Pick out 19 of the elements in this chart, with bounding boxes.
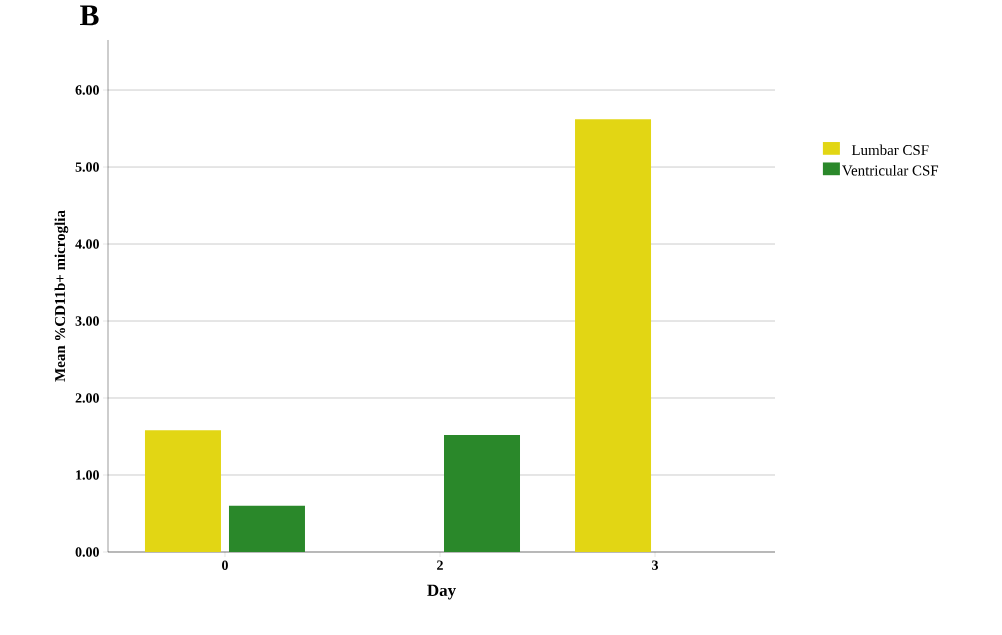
x-tick-label: 3	[652, 560, 659, 570]
y-tick-label: 4.00	[75, 239, 99, 249]
y-tick-label: 3.00	[75, 316, 99, 326]
bar	[575, 119, 652, 552]
bar	[228, 505, 305, 552]
legend-label: Ventricular CSF	[842, 165, 939, 176]
y-tick-label: 0.00	[75, 547, 99, 557]
x-tick-label: 2	[437, 560, 443, 570]
y-tick-label: 1.00	[76, 470, 99, 480]
y-tick-label: 2.00	[75, 393, 99, 403]
legend-label: Lumbar CSF	[851, 144, 929, 156]
x-axis-title: Day	[427, 584, 456, 600]
text: B	[80, 5, 99, 26]
y-tick-label: 5.00	[75, 162, 99, 172]
x-tick-label: 0	[222, 560, 228, 570]
bar	[444, 434, 520, 552]
bar	[144, 430, 221, 552]
y-tick-label: 6.00	[75, 85, 99, 95]
y-axis-title: Mean %CD11b+ microglia	[54, 210, 69, 382]
